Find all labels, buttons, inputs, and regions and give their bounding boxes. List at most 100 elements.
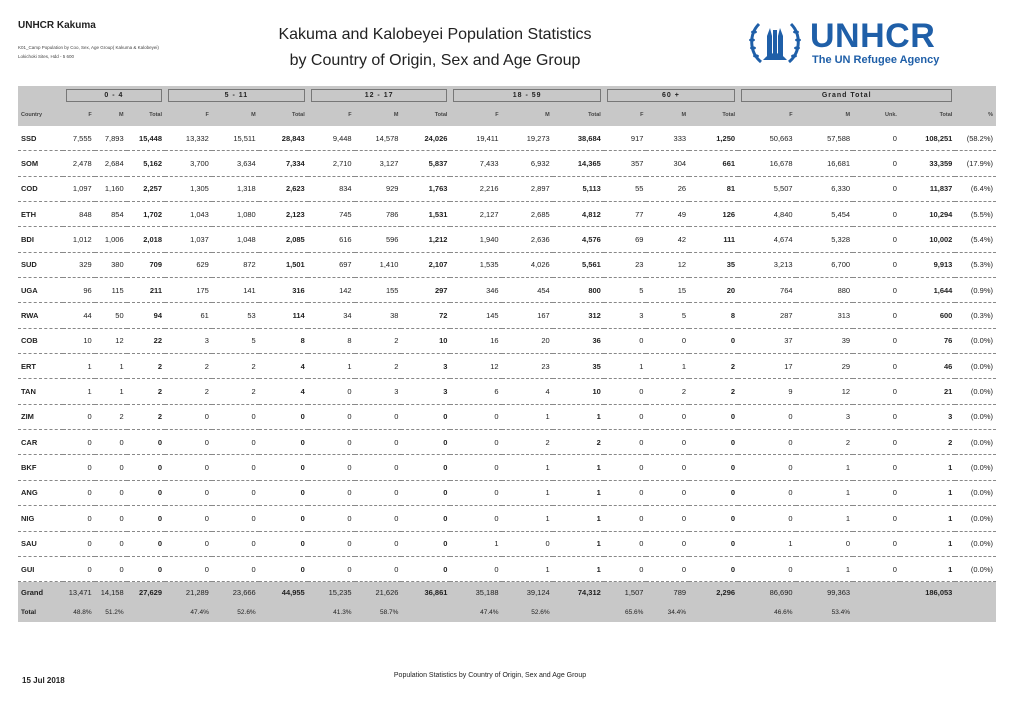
table-cell: 4,812 — [552, 201, 604, 228]
table-cell: 12 — [450, 353, 502, 380]
country-code: COD — [18, 176, 63, 203]
table-cell: 0 — [689, 454, 739, 481]
table-cell: 16 — [450, 328, 502, 355]
table-cell: 2,127 — [450, 201, 502, 228]
unhcr-hands-laurel-icon — [749, 22, 801, 64]
table-cell: 6,932 — [501, 150, 553, 177]
table-cell: 600 — [899, 302, 956, 329]
country-code: NIG — [18, 505, 63, 532]
table-cell: 0 — [853, 378, 900, 405]
table-cell: 0 — [450, 556, 502, 583]
table-cell: 0 — [307, 531, 355, 557]
grand-total-cell: 35,188 — [450, 581, 502, 604]
table-cell: 10 — [401, 328, 451, 355]
table-cell: 0 — [603, 454, 647, 481]
table-cell: 1,080 — [211, 201, 259, 228]
table-cell: 709 — [126, 252, 165, 279]
table-cell: 0 — [689, 429, 739, 456]
table-cell: 0 — [126, 556, 165, 583]
table-cell: 2,636 — [501, 226, 553, 253]
table-cell: 7,334 — [258, 150, 308, 177]
table-cell: 0 — [646, 454, 690, 481]
table-cell: 0 — [165, 480, 212, 507]
table-cell: 2 — [126, 378, 165, 405]
table-cell: 5,113 — [552, 176, 604, 203]
table-cell: 6,700 — [795, 252, 854, 279]
table-cell: 297 — [401, 277, 451, 304]
column-header: F — [450, 105, 502, 126]
table-cell: 0 — [401, 454, 451, 481]
grand-total-cell: 39,124 — [501, 581, 553, 604]
table-cell: 2 — [689, 353, 739, 380]
table-row: ZIM 0 2 2 0 0 0 0 0 0 0 1 1 0 0 0 0 3 0 3 (0.0%) — [18, 404, 996, 431]
table-cell: 49 — [646, 201, 690, 228]
table-cell: 0 — [94, 480, 127, 507]
table-cell: 596 — [354, 226, 402, 253]
table-cell: 1 — [795, 480, 854, 507]
table-cell: 2,018 — [126, 226, 165, 253]
table-cell: 1,318 — [211, 176, 259, 203]
table-cell: 0 — [738, 480, 796, 507]
column-header: F — [307, 105, 355, 126]
grand-total-cell: 13,471 — [62, 581, 95, 604]
table-cell: 50 — [94, 302, 127, 329]
table-cell: 0 — [165, 429, 212, 456]
table-row: ERT 1 1 2 2 2 4 1 2 3 12 23 35 1 1 2 17 29 0 46 (0.0%) — [18, 353, 996, 380]
table-cell: 10,002 — [899, 226, 956, 253]
grand-total-percent: 46.6% — [738, 603, 796, 623]
table-cell: 0 — [689, 404, 739, 431]
table-cell: 1 — [552, 454, 604, 481]
table-cell: 5,162 — [126, 150, 165, 177]
table-cell: 2 — [126, 353, 165, 380]
table-cell: 2,478 — [62, 150, 95, 177]
table-cell: 0 — [603, 556, 647, 583]
table-cell: 5,837 — [401, 150, 451, 177]
table-cell: 17 — [738, 353, 796, 380]
table-cell: 1,043 — [165, 201, 212, 228]
table-cell: 0 — [603, 505, 647, 532]
table-cell: 0 — [165, 454, 212, 481]
table-cell: 0 — [853, 353, 900, 380]
table-cell: 142 — [307, 277, 355, 304]
table-cell: 3 — [401, 378, 451, 405]
table-cell: 0 — [401, 505, 451, 532]
table-cell: 1,160 — [94, 176, 127, 203]
table-row: COB 10 12 22 3 5 8 8 2 10 16 20 36 0 0 0 37 39 0 76 (0.0%) — [18, 328, 996, 355]
table-cell: 0 — [689, 480, 739, 507]
table-cell: 10 — [62, 328, 95, 355]
table-cell: 0 — [853, 404, 900, 431]
table-cell: 0 — [853, 480, 900, 507]
table-cell: 1,531 — [401, 201, 451, 228]
table-cell: 0 — [258, 556, 308, 583]
table-cell: 0 — [307, 429, 355, 456]
table-cell: 9,448 — [307, 126, 355, 152]
table-cell: 0 — [354, 505, 402, 532]
table-cell: 1,012 — [62, 226, 95, 253]
table-cell: 2 — [211, 353, 259, 380]
table-cell: 3 — [165, 328, 212, 355]
table-cell: 1 — [552, 505, 604, 532]
column-header-row: Country F M Total F M Total F M Total F M Total F M Tot… — [18, 105, 996, 126]
table-cell: 2,623 — [258, 176, 308, 203]
column-header: M — [646, 105, 690, 126]
table-cell: 10,294 — [899, 201, 956, 228]
table-cell: 81 — [689, 176, 739, 203]
table-cell: 0 — [853, 302, 900, 329]
table-cell: 2,684 — [94, 150, 127, 177]
table-cell: 0 — [853, 531, 900, 557]
table-cell: 11,837 — [899, 176, 956, 203]
table-row: UGA 96 115 211 175 141 316 142 155 297 346 454 800 5 1… — [18, 277, 996, 304]
table-cell: 34 — [307, 302, 355, 329]
grand-total-cell: 74,312 — [552, 581, 604, 604]
table-cell: 0 — [354, 454, 402, 481]
column-header: F — [62, 105, 95, 126]
table-cell: 1 — [450, 531, 502, 557]
grand-total-cell: 36,861 — [401, 581, 451, 604]
table-cell: 1 — [94, 353, 127, 380]
column-header: Country — [18, 105, 63, 126]
table-cell: 0 — [401, 556, 451, 583]
table-cell: 313 — [795, 302, 854, 329]
table-cell: 329 — [62, 252, 95, 279]
grand-total-percent: 47.4% — [165, 603, 212, 623]
table-cell: 0 — [689, 505, 739, 532]
